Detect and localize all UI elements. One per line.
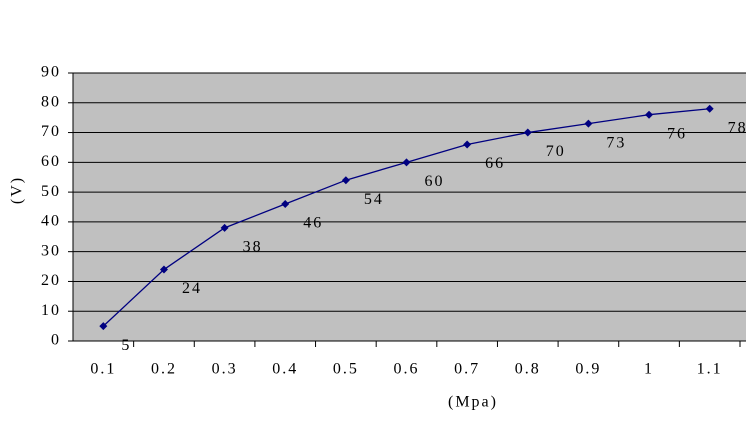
marker bbox=[220, 223, 229, 232]
data-label: 54 bbox=[364, 191, 384, 208]
y-tick-label: 0 bbox=[51, 332, 61, 349]
data-label: 70 bbox=[546, 143, 566, 160]
marker bbox=[281, 200, 290, 209]
y-tick-label: 50 bbox=[41, 183, 61, 200]
x-tick-label: 0.6 bbox=[394, 361, 420, 378]
y-tick-label: 60 bbox=[41, 153, 61, 170]
data-label: 24 bbox=[182, 280, 202, 297]
x-tick-label: 0.8 bbox=[515, 361, 541, 378]
y-tick-label: 80 bbox=[41, 93, 61, 110]
y-tick-label: 40 bbox=[41, 213, 61, 230]
plot-area bbox=[73, 73, 746, 341]
x-tick-label: 0.3 bbox=[212, 361, 238, 378]
marker bbox=[705, 104, 714, 113]
data-label: 73 bbox=[606, 134, 626, 151]
x-tick-label: 0.4 bbox=[272, 361, 298, 378]
y-tick-label: 10 bbox=[41, 302, 61, 319]
data-label: 60 bbox=[425, 173, 445, 190]
y-tick-label: 20 bbox=[41, 272, 61, 289]
marker bbox=[341, 176, 350, 185]
x-tick-label: 0.2 bbox=[151, 361, 177, 378]
data-label: 78 bbox=[728, 119, 746, 136]
marker bbox=[402, 158, 411, 167]
y-tick-label: 90 bbox=[41, 64, 61, 81]
data-label: 46 bbox=[303, 215, 323, 232]
data-label: 5 bbox=[121, 337, 131, 354]
x-tick-label: 0.1 bbox=[90, 361, 116, 378]
marker bbox=[645, 110, 654, 119]
data-label: 76 bbox=[667, 125, 687, 142]
x-tick-label: 0.5 bbox=[333, 361, 359, 378]
data-label: 66 bbox=[485, 155, 505, 172]
data-label: 38 bbox=[243, 239, 263, 256]
x-tick-label: 1.1 bbox=[697, 361, 723, 378]
marker bbox=[159, 265, 168, 274]
marker bbox=[99, 322, 108, 331]
marker bbox=[584, 119, 593, 128]
x-tick-label: 1 bbox=[644, 361, 654, 378]
x-tick-label: 0.9 bbox=[575, 361, 601, 378]
y-tick-label: 30 bbox=[41, 242, 61, 259]
x-tick-label: 0.7 bbox=[454, 361, 480, 378]
marker bbox=[463, 140, 472, 149]
x-axis-label: (Mpa) bbox=[448, 394, 498, 411]
y-tick-label: 70 bbox=[41, 123, 61, 140]
marker bbox=[523, 128, 532, 137]
y-axis-label: (V) bbox=[9, 176, 26, 204]
